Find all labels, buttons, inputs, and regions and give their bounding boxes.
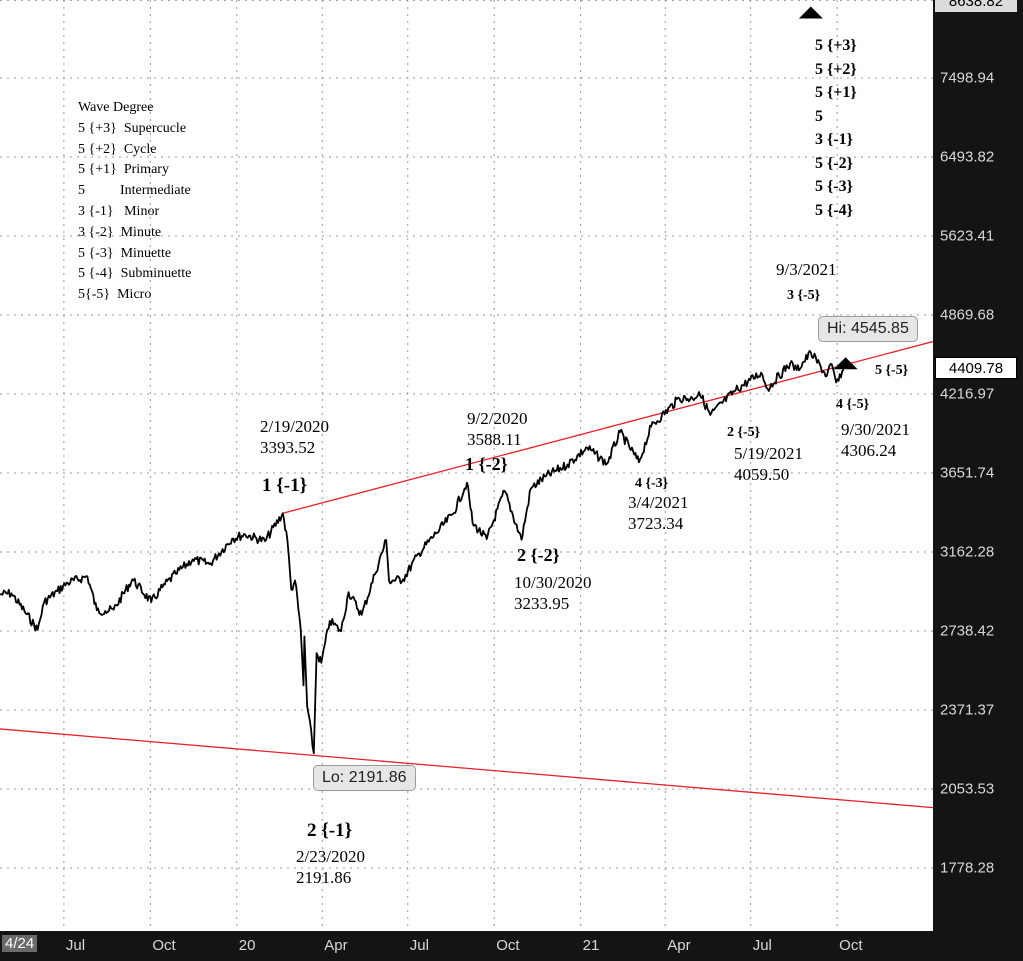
y-tick-label: 5623.41	[940, 227, 995, 245]
annotation-sep30: 9/30/2021 4306.24	[841, 420, 910, 460]
y-tick-label: 1778.28	[940, 859, 995, 877]
y-tick-label: 3162.28	[940, 543, 995, 561]
x-axis-start-label: 4/24	[2, 935, 38, 952]
y-tick-label: 2738.42	[940, 622, 995, 640]
annotation-feb19: 2/19/2020 3393.52	[260, 417, 329, 457]
wave-label-4-micro: 4 {-5}	[836, 397, 870, 412]
x-tick-label: Jul	[409, 937, 429, 954]
price-line	[0, 350, 845, 755]
annotation-sep2: 9/2/2020 3588.11	[467, 409, 528, 449]
trendline	[282, 340, 933, 514]
x-tick-label: 20	[238, 937, 256, 954]
annotation-oct30: 10/30/2020 3233.95	[514, 573, 592, 613]
wave-stack-entry: 5 {+3}	[815, 37, 857, 54]
legend-entry: 3 {-2} Minute	[78, 224, 162, 240]
x-tick-label: Jul	[65, 937, 86, 954]
y-tick-label: 4869.68	[940, 306, 995, 324]
high-callout: Hi: 4545.85	[818, 316, 918, 342]
wave-stack-entry: 5 {+2}	[815, 60, 857, 78]
y-tick-label: 3651.74	[940, 464, 995, 482]
wave-stack-entry: 5 {+1}	[815, 84, 857, 101]
x-tick-label: Oct	[152, 937, 176, 954]
annotation-feb23: 2/23/2020 2191.86	[296, 847, 365, 887]
arrow-markers	[798, 6, 858, 370]
x-tick-label: Apr	[667, 937, 691, 954]
x-tick-label: 21	[582, 937, 600, 954]
price-series	[0, 350, 845, 755]
wave-stack-entry: 3 {-1}	[815, 131, 853, 148]
annotation-may19: 5/19/2021 4059.50	[734, 444, 803, 484]
x-tick-label: Oct	[496, 937, 520, 954]
wave-label-1-minor: 1 {-1}	[262, 475, 308, 496]
wave-label-2-minor: 2 {-1}	[307, 820, 353, 841]
annotation-mar4: 3/4/2021 3723.34	[628, 493, 689, 533]
y-tick-label: 4216.97	[940, 385, 995, 403]
x-tick-label: Jul	[752, 937, 772, 954]
wave-stack-entry: 5 {-3}	[815, 178, 853, 195]
wave-label-2-micro: 2 {-5}	[727, 425, 761, 440]
wave-label-1-minute: 1 {-2}	[465, 454, 508, 474]
legend-entry: 5{-5} Micro	[78, 287, 152, 303]
legend-entry: 3 {-1} Minor	[78, 203, 160, 219]
up-arrow-marker	[798, 6, 823, 19]
legend-entry: 5 Intermediate	[78, 183, 191, 199]
annotation-sep3: 9/3/2021	[776, 260, 837, 279]
legend-entry: 5 {+2} Cycle	[78, 141, 157, 157]
last-price-label: 4409.78	[935, 357, 1017, 379]
wave-label-4-minuette: 4 {-3}	[635, 476, 669, 491]
y-axis[interactable]: 7498.94 6493.82 5623.41 4869.68 4216.97 3651.…	[933, 0, 1023, 961]
x-tick-label: Apr	[324, 937, 348, 954]
wave-count-stack: 5 {+3} 5 {+2} 5 {+1} 5 3 {-1} 5 {-2} 5 {…	[815, 34, 857, 222]
x-axis[interactable]: 4/24 Jul Oct 20 Apr Jul Oct 21 Apr Jul Oct	[0, 931, 933, 961]
wave-stack-entry: 5 {-2}	[815, 154, 853, 172]
y-tick-label: 7498.94	[940, 69, 995, 87]
legend-title: Wave Degree	[78, 100, 154, 115]
price-chart	[0, 0, 933, 931]
y-axis-top-value: 8638.82	[935, 0, 1017, 12]
wave-label-2-minute: 2 {-2}	[517, 545, 560, 565]
y-tick-label: 2371.37	[940, 701, 995, 719]
y-tick-label: 6493.82	[940, 148, 995, 166]
legend-entry: 5 {+1} Primary	[78, 162, 169, 178]
wave-degree-legend: Wave Degree 5 {+3} Supercucle 5 {+2} Cyc…	[78, 98, 191, 306]
trendline	[0, 728, 933, 809]
trendlines	[0, 340, 933, 809]
y-tick-label: 2053.53	[940, 780, 995, 798]
grid	[0, 0, 933, 931]
legend-entry: 5 {-3} Minuette	[78, 245, 172, 261]
wave-stack-entry: 5 {-4}	[815, 201, 853, 219]
wave-label-3-micro: 3 {-5}	[787, 288, 821, 303]
legend-entry: 5 {+3} Supercucle	[78, 120, 187, 136]
legend-entry: 5 {-4} Subminuette	[78, 266, 192, 282]
wave-label-5-micro: 5 {-5}	[875, 363, 909, 378]
x-tick-label: Oct	[839, 937, 863, 954]
up-arrow-marker	[833, 357, 858, 370]
low-callout: Lo: 2191.86	[313, 765, 416, 791]
wave-stack-entry: 5	[815, 107, 823, 125]
